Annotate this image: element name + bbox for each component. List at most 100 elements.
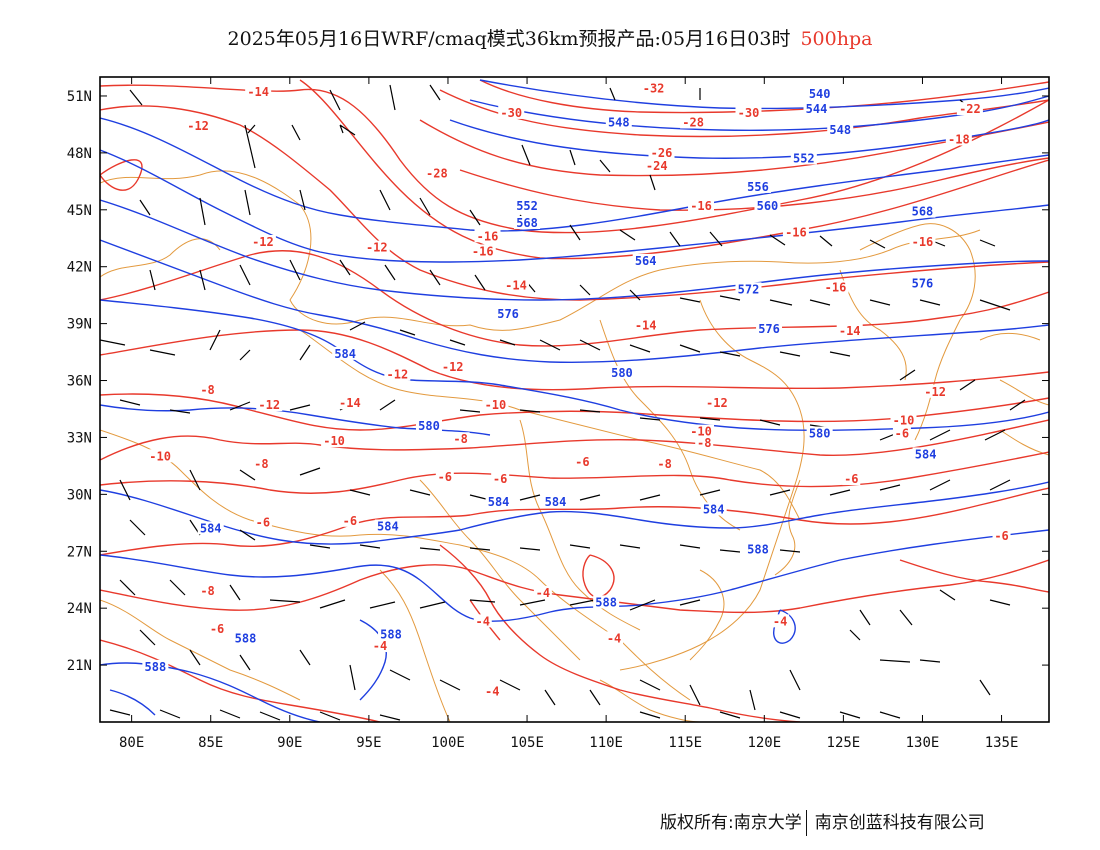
temperature-contour-label: -8 [657,457,671,471]
lat-tick-label: 33N [67,430,92,446]
temperature-contour-label: -10 [149,449,171,463]
longitude-axis: 80E 85E 90E 95E 100E 105E 110E 115E 120E 125E 130E… [119,77,1018,751]
temperature-contour-label: -6 [994,529,1008,543]
temperature-contour-label: -14 [247,85,269,99]
temperature-contour-label: -4 [485,685,499,699]
temperature-contour-label: -14 [635,318,657,332]
lon-tick-label: 110E [589,735,623,751]
height-contour-label-bg [806,86,833,100]
temperature-contour-label-bg [533,585,552,599]
lat-tick-label: 48N [67,146,92,162]
height-contour-label: 576 [497,307,519,321]
temperature-contour-label: -6 [844,472,858,486]
height-contour-label-bg [744,179,771,193]
temperature-contour-label: -6 [493,472,507,486]
temperature-contour-label: -18 [948,133,970,147]
temperature-contour-label-bg [945,132,972,146]
temperature-contour-label: -8 [254,457,268,471]
height-contour-label: 588 [595,595,617,609]
height-contour-label-bg [378,627,405,641]
wind-barbs [100,84,1026,721]
height-contour-label: 584 [377,520,399,534]
temperature-contour-label: -10 [690,425,712,439]
temperature-contour-label-bg [605,631,624,645]
height-contour-label: 552 [793,151,815,165]
temperature-contour-label: -12 [442,360,464,374]
temperature-contour-label: -24 [646,159,668,173]
temperature-contour-label-bg [643,159,670,173]
temperature-contour-label-bg [253,515,272,529]
temperature-contour-label: -6 [210,622,224,636]
height-contour-label: 540 [809,87,831,101]
height-contour-label-bg [909,276,936,290]
height-contour-label-bg [415,418,442,432]
lon-tick-label: 80E [119,735,144,751]
height-contour-label-bg [142,659,169,673]
height-contour-label: 564 [635,254,657,268]
temperature-contour-label-bg [336,396,363,410]
temperature-contour-label: -6 [256,516,270,530]
temperature-contour-label: -4 [607,631,621,645]
height-contour-label: 584 [334,347,356,361]
lat-tick-label: 45N [67,203,92,219]
temperature-contour-label-bg [836,324,863,338]
temperature-contour-label-bg [439,360,466,374]
temperature-label-layer: -32-30 -30-28-28-26-24-22-18-14-12-16-16-… [147,81,1011,699]
temperature-contour-label-bg [909,234,936,248]
temperature-contour-label: -8 [200,383,214,397]
height-contour-label: 584 [703,502,725,516]
temperature-contour-label-bg [648,145,675,159]
height-contour-label-bg [790,151,817,165]
temperature-contour-label: -12 [924,385,946,399]
lat-tick-label: 39N [67,317,92,333]
height-contour-label-bg [803,102,830,116]
temperature-contour-label-bg [185,119,212,133]
height-contour-label: 588 [747,542,769,556]
footer: 版权所有:南京大学 南京创蓝科技有限公司 [660,808,985,836]
plot-frame [99,76,1050,723]
height-contour-label-bg [374,519,401,533]
latitude-axis: 51N 48N 45N 42N 39N 36N 33N 30N 27N 24N 21N [67,89,1049,674]
temperature-contour-label: -30 [738,106,760,120]
temperature-contour-label-bg [735,105,762,119]
temperature-contour-label-bg [491,472,510,486]
height-contour-label: 588 [235,631,257,645]
height-contour-label: 588 [145,660,167,674]
temperature-contour-label: -14 [839,324,861,338]
temperature-contour-label-bg [632,318,659,332]
map-title: 2025年05月16日WRF/cmaq模式36km预报产品:05月16日03时 5… [0,24,1100,51]
height-contour-label: 580 [418,419,440,433]
lat-tick-label: 36N [67,374,92,390]
temperature-contour-label: -16 [472,244,494,258]
temperature-contour-label-bg [340,513,359,527]
temperature-contour-label-bg [198,382,217,396]
footer-divider [805,810,807,836]
temperature-contour-label: -12 [252,235,274,249]
temperature-contour-label: -28 [682,115,704,129]
temperature-contour-label-bg [688,424,715,438]
height-contour-label-bg [632,253,659,267]
height-contour-label: 568 [516,216,538,230]
plot-layers: -32-30 -30-28-28-26-24-22-18-14-12-16-16-… [100,79,1049,722]
temperature-contour-label-bg [249,234,276,248]
temperature-contour-label-bg [502,278,529,292]
height-contour-label: 584 [545,495,567,509]
temperature-contour-label-bg [640,81,667,95]
lat-tick-label: 51N [67,89,92,105]
temperature-contour-label: -16 [477,229,499,243]
temperature-contour-label-bg [890,413,917,427]
height-contour-label-bg [605,115,632,129]
temperature-contour-label: -28 [426,167,448,181]
height-contour-label-bg [608,365,635,379]
temperature-contour-label-bg [423,166,450,180]
height-contour-label-bg [806,426,833,440]
temperature-contour-label: -16 [690,199,712,213]
temperature-contour-label-bg [370,639,389,653]
temperature-contour-label-bg [384,367,411,381]
temperature-contour-label-bg [822,280,849,294]
temperature-contour-label-bg [474,229,501,243]
height-contour-label: 544 [806,102,828,116]
height-contour-label-bg [735,282,762,296]
temperature-contour-label-bg [482,398,509,412]
height-contour-label: 548 [829,123,851,137]
